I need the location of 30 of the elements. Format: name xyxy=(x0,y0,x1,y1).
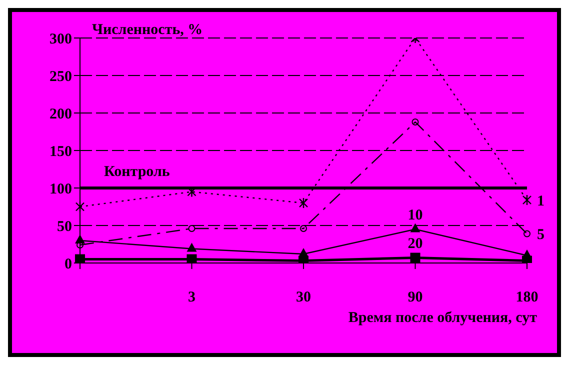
y-axis-title: Численность, % xyxy=(92,22,203,39)
y-tick-label: 250 xyxy=(50,68,72,85)
y-tick-label: 300 xyxy=(50,31,72,48)
point xyxy=(412,118,419,126)
x-tick-label: 180 xyxy=(516,290,538,306)
x-tick-label: 30 xyxy=(296,290,311,306)
annotation: 10 xyxy=(408,207,423,224)
point xyxy=(75,201,85,212)
y-tick-label: 50 xyxy=(57,218,72,235)
x-tick-label: 3 xyxy=(188,290,196,306)
point xyxy=(410,223,420,232)
point xyxy=(188,225,196,232)
point xyxy=(298,197,308,209)
y-tick-label: 200 xyxy=(50,106,72,122)
point xyxy=(524,230,530,238)
point xyxy=(75,234,85,244)
point xyxy=(186,254,197,263)
annotation: 5 xyxy=(537,227,544,244)
y-tick-label: 0 xyxy=(64,256,72,272)
x-tick-label: 90 xyxy=(408,290,423,306)
point xyxy=(522,194,532,206)
annotation: 20 xyxy=(408,236,423,252)
ref-line-label: Контроль xyxy=(104,164,170,180)
x-axis-title: Время после облучения, сут xyxy=(348,310,537,327)
point xyxy=(410,252,420,263)
point xyxy=(186,242,197,252)
annotation: 1 xyxy=(537,193,544,210)
point xyxy=(300,225,307,232)
y-tick-label: 150 xyxy=(50,144,72,160)
y-tick-label: 100 xyxy=(50,181,72,198)
